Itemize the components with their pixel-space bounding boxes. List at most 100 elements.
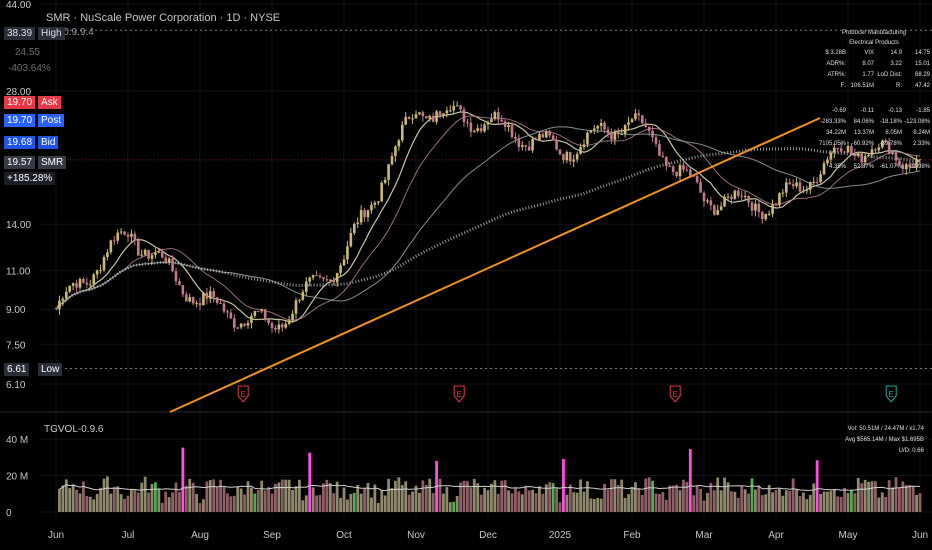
volume-bar: [606, 489, 610, 512]
volume-bar: [318, 494, 322, 512]
volume-bar: [678, 490, 682, 512]
stats-cell: 8.05M: [885, 130, 902, 136]
volume-info-line1: Vol: 50.51M / 24.47M / x1.74: [847, 426, 924, 432]
candle-body: [620, 133, 624, 135]
candle-body: [538, 134, 541, 140]
post-label: Post: [38, 114, 65, 127]
volume-bar: [366, 482, 370, 512]
volume-bar: [404, 481, 408, 512]
high-label: High: [38, 27, 65, 40]
volume-bar: [92, 499, 96, 512]
candle-body: [349, 233, 353, 247]
volume-bar: [884, 496, 888, 512]
volume-bar: [496, 493, 500, 512]
time-tick-label: Oct: [336, 530, 352, 541]
volume-bar: [160, 502, 164, 512]
candle-body: [723, 196, 726, 207]
stats-row: F: 106.51M R: 47.42: [818, 81, 930, 92]
candle-body: [733, 190, 737, 199]
time-tick-label: Dec: [479, 530, 497, 541]
candle-body: [332, 279, 336, 283]
candle-body: [106, 252, 109, 258]
candle-body: [346, 246, 349, 260]
candle-body: [466, 122, 469, 124]
volume-bar: [510, 493, 514, 512]
stats-cell: 2.33%: [912, 141, 930, 147]
candle-body: [486, 122, 490, 125]
candle-body: [260, 309, 264, 312]
volume-bar: [863, 479, 867, 512]
time-tick-label: Aug: [191, 530, 209, 541]
volume-bar: [795, 489, 798, 512]
candle-body: [764, 213, 768, 220]
candle-body: [229, 312, 233, 319]
candle-body: [390, 156, 394, 165]
candle-body: [541, 134, 545, 138]
candle-body: [613, 131, 617, 140]
volume-bar: [188, 478, 192, 512]
volume-bar: [524, 485, 528, 512]
volume-bar: [640, 494, 644, 512]
candle-body: [661, 155, 665, 157]
earnings-marker-icon: [237, 385, 249, 403]
volume-bar: [908, 484, 912, 512]
candle-body: [301, 291, 305, 300]
candle-body: [71, 283, 75, 286]
volume-bar: [819, 494, 822, 512]
price-tick-label: 6.10: [6, 380, 26, 391]
candle-body: [435, 111, 438, 122]
volume-bar: [647, 477, 651, 512]
candle-body: [136, 240, 140, 256]
volume-bar: [723, 477, 726, 512]
volume-bar: [373, 484, 377, 512]
volume-bar: [490, 483, 493, 512]
volume-bar: [239, 488, 243, 512]
volume-bar: [106, 476, 109, 512]
candle-body: [126, 234, 130, 237]
earnings-marker-icon: [885, 385, 897, 403]
candle-body: [760, 211, 764, 220]
candle-body: [88, 284, 92, 286]
volume-bar: [428, 478, 432, 512]
candle-body: [222, 303, 226, 312]
volume-bar: [826, 491, 829, 512]
volume-bar: [767, 485, 771, 512]
candle-body: [853, 153, 857, 156]
volume-bar: [589, 498, 593, 512]
candle-body: [164, 257, 168, 263]
candle-body: [736, 190, 740, 196]
last-label: SMR: [38, 156, 67, 169]
volume-bar: [236, 486, 240, 512]
volume-bar: [527, 490, 531, 512]
price-tick-label: 9.00: [6, 305, 26, 316]
volume-bar: [555, 488, 558, 512]
volume-bar: [832, 489, 836, 512]
volume-bar: [260, 480, 264, 512]
volume-indicator-name: TGVOL-0.9.6: [44, 424, 104, 435]
candle-body: [767, 213, 771, 215]
volume-bar: [431, 493, 435, 512]
candle-body: [315, 275, 318, 277]
candle-body: [850, 146, 853, 154]
candle-body: [277, 324, 281, 330]
candle-body: [778, 193, 781, 206]
candle-body: [253, 311, 257, 316]
volume-bar: [232, 495, 236, 512]
volume-bar: [839, 496, 843, 512]
volume-bar: [637, 488, 641, 512]
candle-body: [887, 141, 891, 154]
volume-bar: [894, 477, 898, 512]
candle-body: [856, 153, 860, 156]
price-tick-label: 28.00: [6, 87, 31, 98]
volume-bar: [613, 479, 617, 512]
volume-info-line3: U/D: 0.66: [898, 448, 924, 454]
price-tick-label: 11.00: [6, 267, 31, 278]
volume-bar: [424, 485, 428, 512]
volume-bar: [558, 502, 562, 512]
candle-body: [411, 118, 414, 120]
volume-bar: [171, 492, 174, 512]
candle-body: [208, 291, 212, 299]
time-tick-label: Apr: [768, 530, 784, 541]
volume-bar: [654, 493, 658, 512]
